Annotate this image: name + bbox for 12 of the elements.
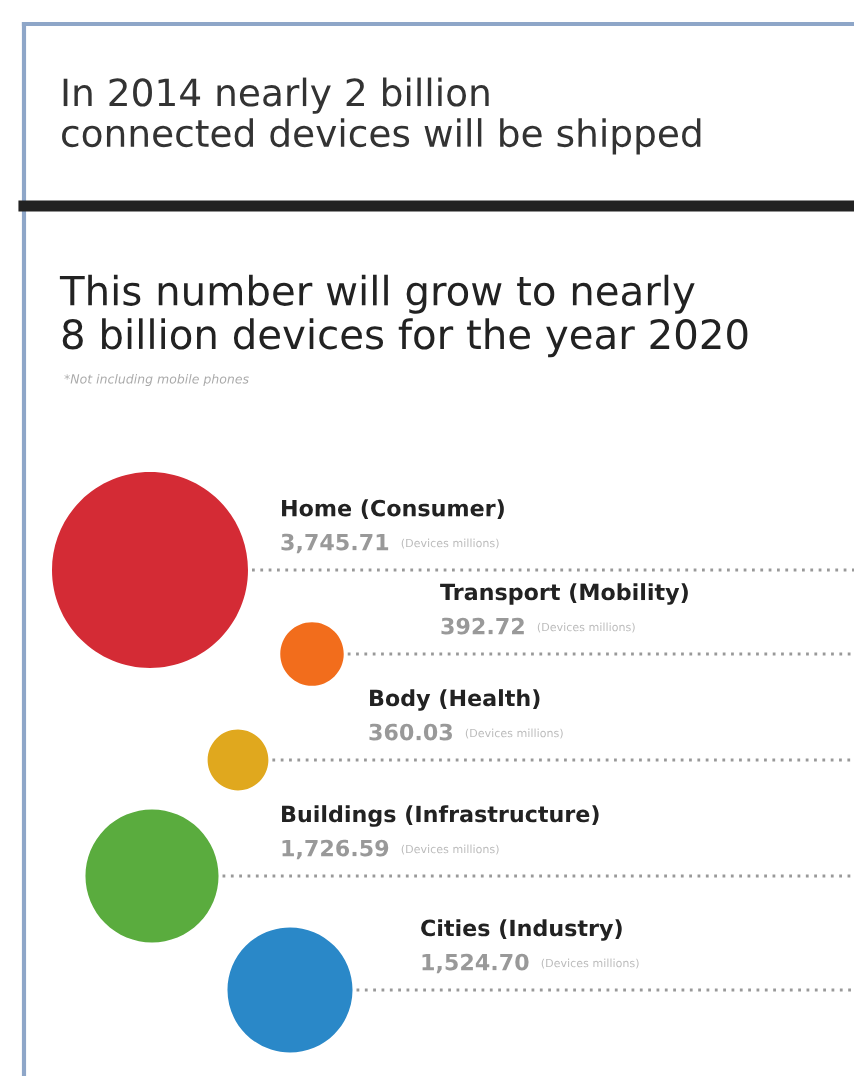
data-label: 360.03 xyxy=(369,723,452,741)
data-label: 3,745.71 xyxy=(281,533,389,554)
category-label: Buildings (Infrastructure) xyxy=(282,805,599,827)
category-label: Transport (Mobility) xyxy=(440,583,688,605)
category-label: Cities (Industry) xyxy=(421,919,622,941)
data-label: 1,726.59 xyxy=(282,839,389,860)
data-label: 1,524.70 xyxy=(422,953,529,974)
text: In 2014 nearly 2 billion connected devices will be shipped xyxy=(62,77,701,155)
data-label: 392.72 xyxy=(441,617,524,635)
category-label: Body (Health) xyxy=(370,689,540,711)
text: This number will grow to nearly 8 billion devices for the year 2020 xyxy=(59,274,748,358)
category-label: Home (Consumer) xyxy=(282,499,504,520)
